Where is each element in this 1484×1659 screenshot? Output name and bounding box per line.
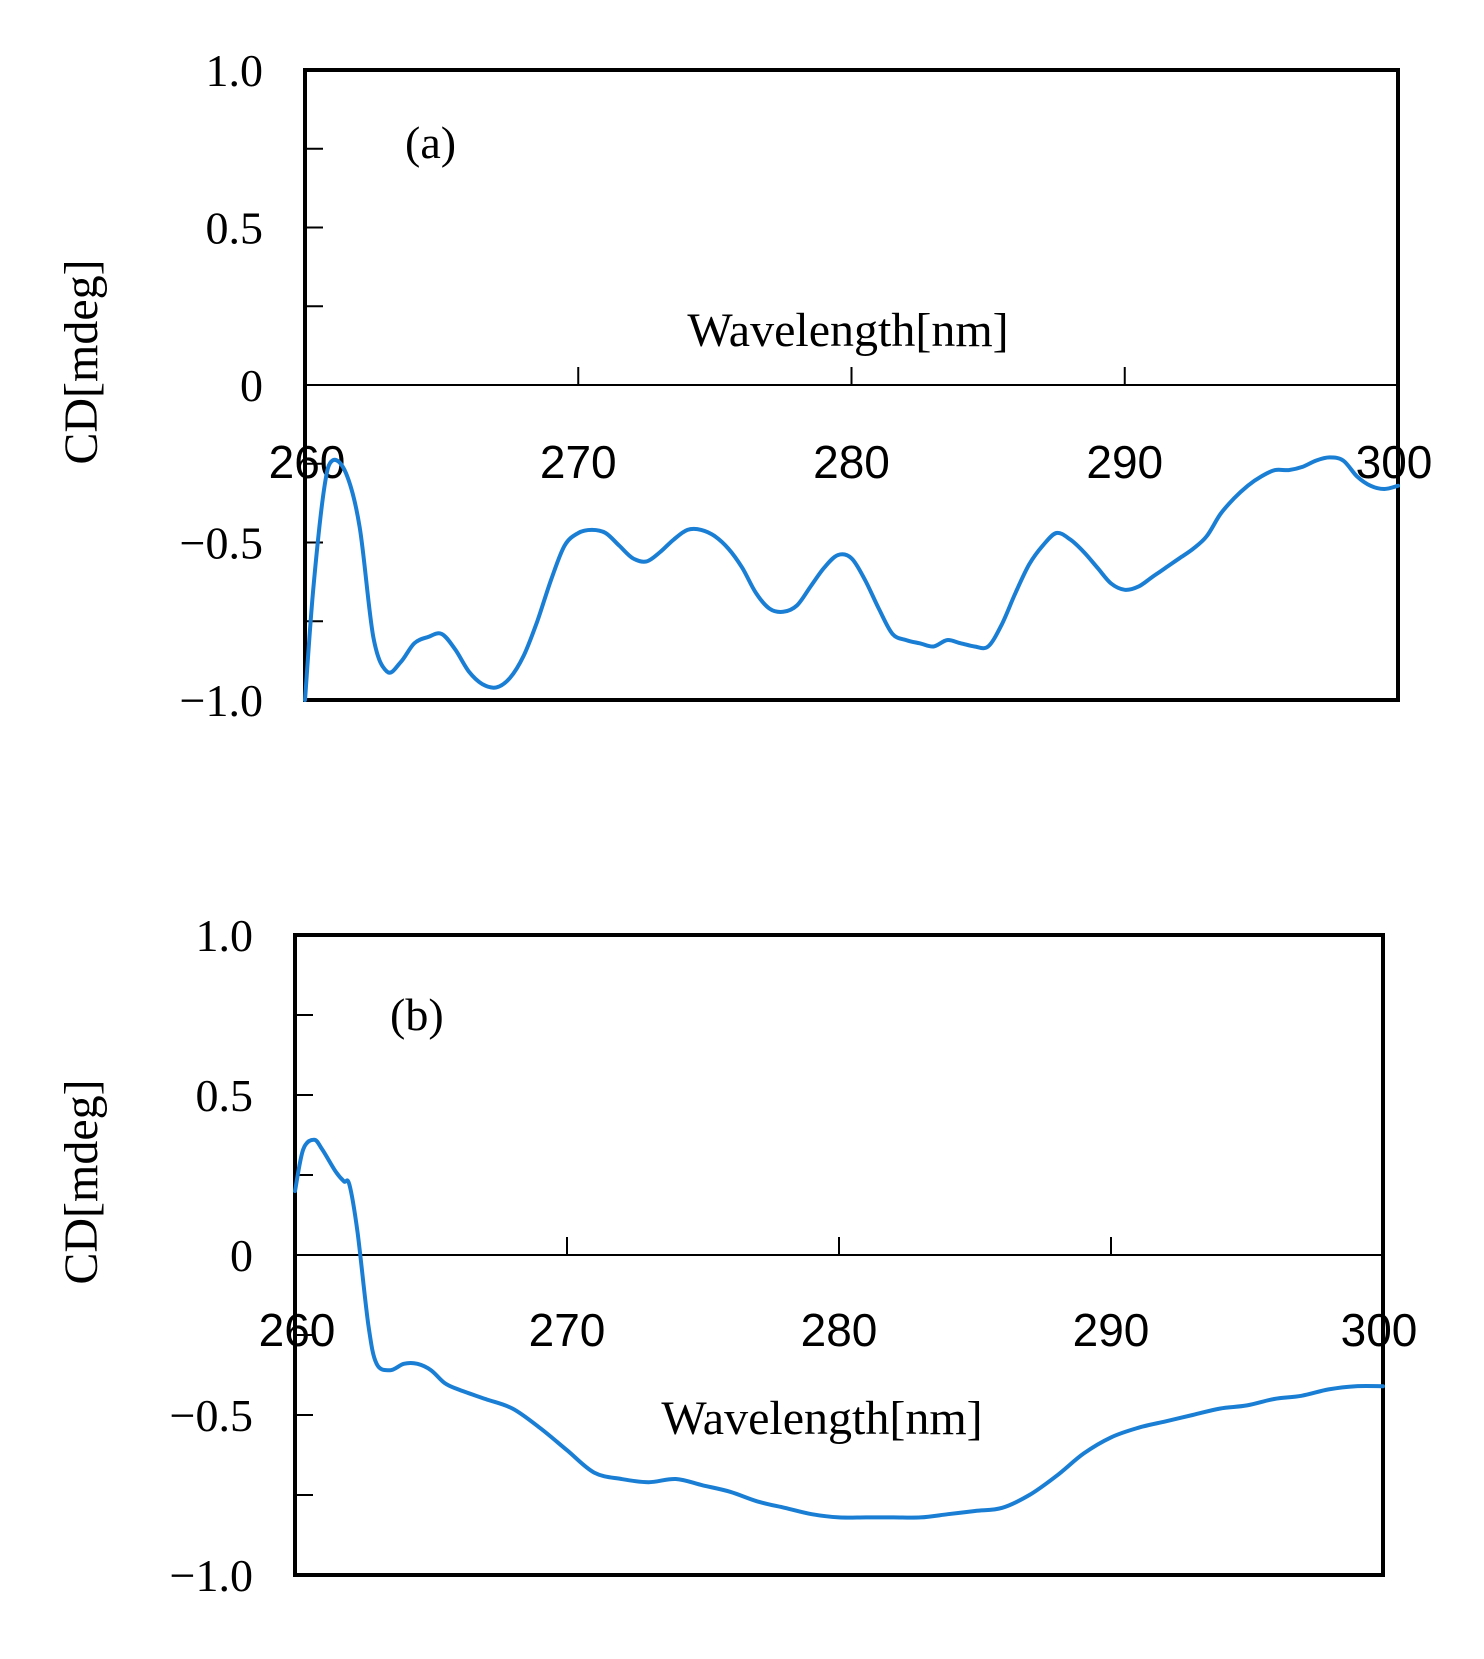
x-tick-label-a: 300 — [1356, 436, 1433, 488]
y-tick-label-a: 0.5 — [206, 203, 264, 254]
panel-a: 1.00.50−0.5−1.0 260 270 280 290 300 (a) Wave… — [55, 45, 1432, 726]
x-tick-labels-a: 260 270 280 290 300 — [269, 436, 1433, 488]
y-tick-label-b: 0.5 — [196, 1070, 254, 1121]
y-tick-label-b: −1.0 — [170, 1550, 253, 1601]
y-tick-label-a: −0.5 — [180, 518, 263, 569]
tick-marks-a — [305, 69, 1126, 701]
y-tick-label-a: 0 — [240, 360, 263, 411]
x-tick-label-a: 270 — [540, 436, 617, 488]
panel-label-a: (a) — [405, 117, 456, 168]
y-axis-label-a: CD[mdeg] — [55, 259, 108, 464]
y-axis-label-b: CD[mdeg] — [55, 1079, 108, 1284]
y-tick-labels-a: 1.0 0.5 0 −0.5 −1.0 — [180, 45, 263, 726]
tick-marks-b — [295, 934, 1112, 1576]
y-tick-label-a: 1.0 — [206, 45, 264, 96]
series-line-b — [293, 1137, 1385, 1520]
panel-label-b: (b) — [390, 989, 444, 1040]
x-tick-label-b: 260 — [259, 1304, 336, 1356]
y-tick-label-b: 1.0 — [196, 910, 254, 961]
x-axis-label-b: Wavelength[nm] — [661, 1392, 982, 1445]
y-tick-label-b: −0.5 — [170, 1390, 253, 1441]
x-tick-labels-b: 260 270 280 290 300 — [259, 1304, 1418, 1356]
x-tick-label-a: 280 — [813, 436, 890, 488]
series-line-a — [303, 455, 1400, 702]
y-tick-labels-b: 1.0 0.5 0 −0.5 −1.0 — [170, 910, 253, 1601]
x-tick-label-b: 290 — [1073, 1304, 1150, 1356]
x-tick-label-b: 280 — [801, 1304, 878, 1356]
y-tick-label-b: 0 — [230, 1230, 253, 1281]
x-tick-label-a: 290 — [1086, 436, 1163, 488]
panel-b: 1.0 0.5 0 −0.5 −1.0 260 270 280 290 300 (b) Wave… — [55, 910, 1417, 1601]
x-tick-label-b: 270 — [529, 1304, 606, 1356]
x-tick-label-b: 300 — [1341, 1304, 1418, 1356]
x-axis-label-a: Wavelength[nm] — [687, 304, 1008, 357]
y-tick-label-a: −1.0 — [180, 675, 263, 726]
